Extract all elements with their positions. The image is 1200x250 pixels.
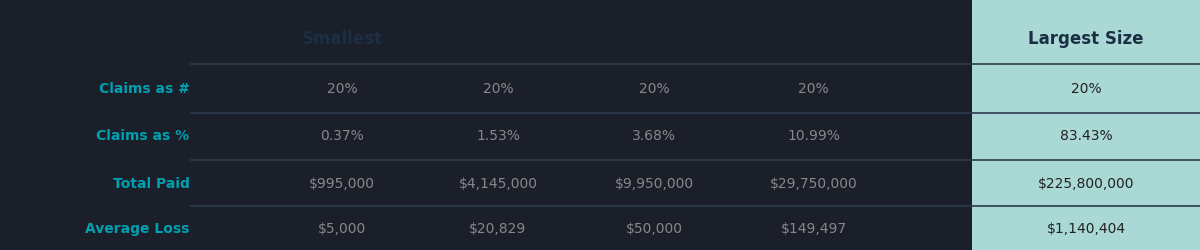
Text: $9,950,000: $9,950,000 bbox=[614, 177, 694, 191]
Text: 20%: 20% bbox=[326, 82, 358, 96]
Text: 20%: 20% bbox=[1070, 82, 1102, 96]
Text: $995,000: $995,000 bbox=[308, 177, 374, 191]
Text: Average Loss: Average Loss bbox=[85, 222, 190, 236]
Text: 10.99%: 10.99% bbox=[787, 129, 840, 143]
Text: $29,750,000: $29,750,000 bbox=[769, 177, 858, 191]
Text: 3.68%: 3.68% bbox=[632, 129, 676, 143]
Text: $50,000: $50,000 bbox=[625, 222, 683, 236]
Text: 0.37%: 0.37% bbox=[320, 129, 364, 143]
Text: $20,829: $20,829 bbox=[469, 222, 527, 236]
Text: $149,497: $149,497 bbox=[780, 222, 847, 236]
Text: 83.43%: 83.43% bbox=[1060, 129, 1112, 143]
FancyBboxPatch shape bbox=[972, 0, 1200, 250]
Text: Claims as #: Claims as # bbox=[98, 82, 190, 96]
Text: Largest Size: Largest Size bbox=[1028, 30, 1144, 48]
Text: 20%: 20% bbox=[798, 82, 829, 96]
Text: 1.53%: 1.53% bbox=[476, 129, 520, 143]
Text: $225,800,000: $225,800,000 bbox=[1038, 177, 1134, 191]
Text: 20%: 20% bbox=[638, 82, 670, 96]
Text: Claims as %: Claims as % bbox=[96, 129, 190, 143]
Text: $5,000: $5,000 bbox=[318, 222, 366, 236]
Text: Total Paid: Total Paid bbox=[113, 177, 190, 191]
Text: 20%: 20% bbox=[482, 82, 514, 96]
Text: $4,145,000: $4,145,000 bbox=[458, 177, 538, 191]
Text: $1,140,404: $1,140,404 bbox=[1046, 222, 1126, 236]
Text: Smallest: Smallest bbox=[301, 30, 383, 48]
